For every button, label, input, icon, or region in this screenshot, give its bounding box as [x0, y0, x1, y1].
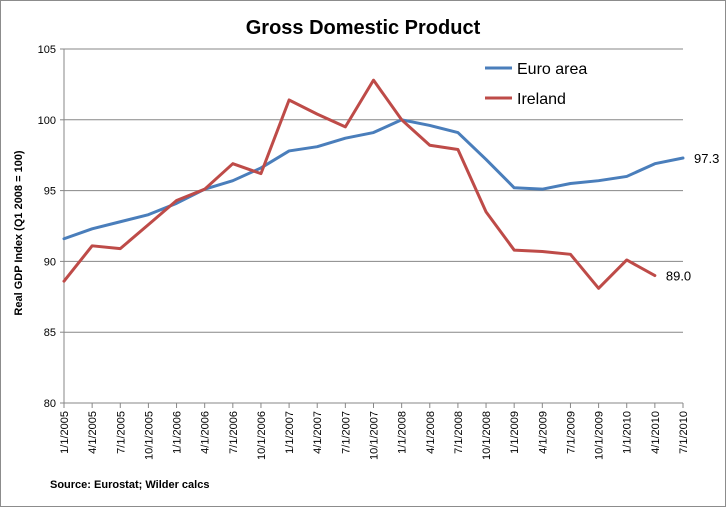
series: [62, 78, 685, 290]
x-tick-labels: 1/1/2005 4/1/2005 7/1/2005 10/1/2005 1/1/200…: [59, 411, 690, 460]
x-tick-label: 10/1/2008: [481, 411, 493, 460]
y-axis-label: Real GDP Index (Q1 2008 = 100): [13, 150, 25, 316]
end-label-ireland: 89.0: [666, 269, 691, 284]
y-tick-label: 105: [38, 44, 56, 56]
x-tick-label: 4/1/2009: [537, 411, 549, 454]
y-tick-label: 100: [38, 115, 56, 127]
x-tick-label: 7/1/2008: [453, 411, 465, 454]
x-tick-label: 7/1/2009: [565, 411, 577, 454]
y-tick-labels: 80 85 90 95 100 105: [38, 44, 56, 410]
x-tick-label: 7/1/2007: [340, 411, 352, 454]
legend-label-euro-area: Euro area: [517, 61, 587, 78]
x-tick-label: 1/1/2009: [509, 411, 521, 454]
x-tick-label: 1/1/2006: [172, 411, 184, 454]
x-tick-label: 10/1/2009: [594, 411, 606, 460]
x-tick-label: 4/1/2010: [650, 411, 662, 454]
x-tick-label: 1/1/2005: [59, 411, 71, 454]
end-label-euro-area: 97.3: [694, 151, 719, 166]
x-tick-label: 10/1/2007: [369, 411, 381, 460]
x-tick-label: 1/1/2010: [622, 411, 634, 454]
x-tick-label: 4/1/2007: [312, 411, 324, 454]
y-tick-label: 80: [44, 398, 56, 410]
series-line-euro-area: [62, 118, 685, 241]
x-tick-label: 7/1/2005: [115, 411, 127, 454]
x-tick-label: 4/1/2005: [87, 411, 99, 454]
axes: [60, 48, 684, 408]
x-tick-label: 7/1/2006: [228, 411, 240, 454]
end-labels: 97.3 89.0: [666, 151, 719, 284]
x-tick-label: 1/1/2007: [284, 411, 296, 454]
x-tick-label: 10/1/2005: [143, 411, 155, 460]
legend-label-ireland: Ireland: [517, 91, 566, 108]
x-tick-label: 7/1/2010: [678, 411, 690, 454]
x-tick-label: 4/1/2006: [200, 411, 212, 454]
legend: Euro area Ireland: [485, 61, 587, 108]
series-line-ireland: [62, 78, 657, 290]
y-tick-label: 90: [44, 256, 56, 268]
y-tick-label: 85: [44, 327, 56, 339]
x-tick-label: 4/1/2008: [425, 411, 437, 454]
chart-title: Gross Domestic Product: [246, 17, 481, 39]
x-tick-label: 1/1/2008: [397, 411, 409, 454]
gridlines: [64, 48, 683, 333]
y-tick-label: 95: [44, 186, 56, 198]
x-tick-label: 10/1/2006: [256, 411, 268, 460]
source-note: Source: Eurostat; Wilder calcs: [50, 479, 209, 491]
